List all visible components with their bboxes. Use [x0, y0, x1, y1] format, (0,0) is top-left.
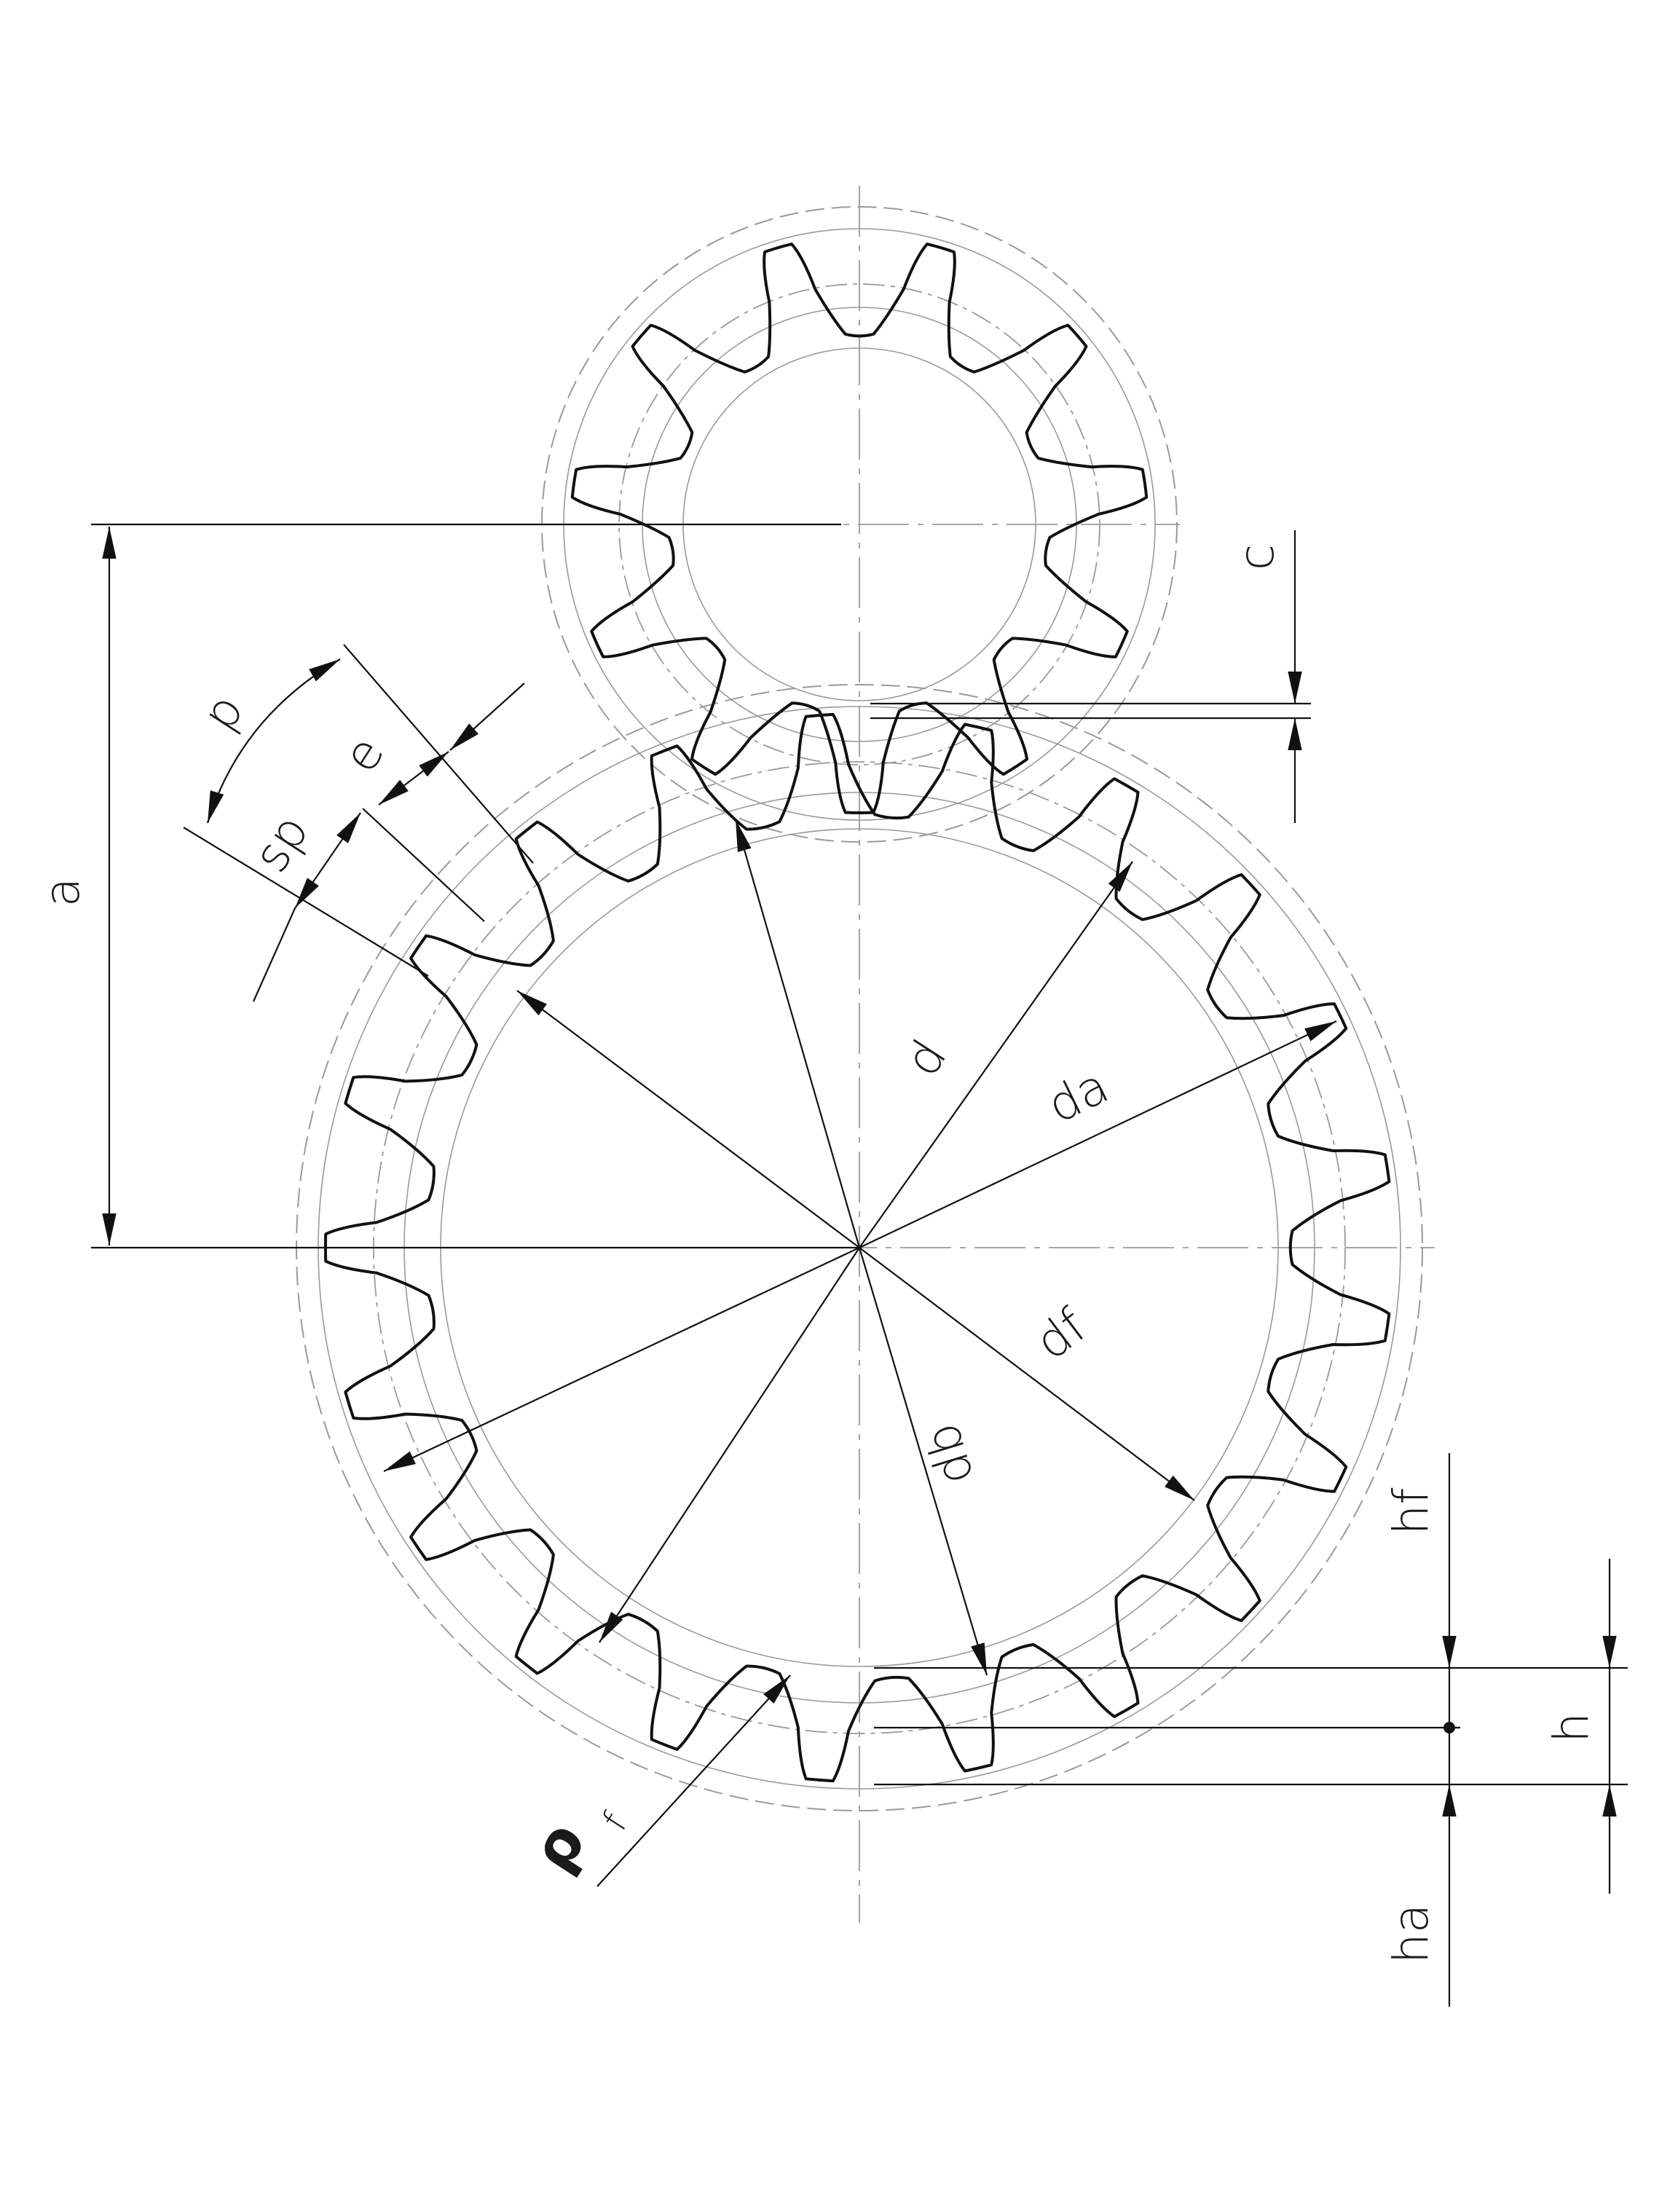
label-ha: ha	[1383, 1904, 1439, 1964]
label-a: a	[34, 878, 90, 907]
dimension-lines	[91, 523, 1628, 2007]
gear-outlines	[323, 243, 1391, 1783]
label-rho-subscript: f	[594, 1806, 635, 1838]
dimension-line-d	[859, 861, 1133, 1248]
dimension-line-sp	[294, 812, 361, 909]
label-e: e	[332, 727, 395, 782]
dimension-line-e-1	[449, 682, 525, 751]
dimension-line-da	[859, 1020, 1337, 1248]
label-h: h	[1543, 1712, 1599, 1743]
label-rho: ρ	[518, 1810, 599, 1884]
small-gear-outline	[570, 243, 1149, 814]
dimension-line-sp-tail	[252, 908, 296, 1002]
label-da: da	[1039, 1058, 1117, 1134]
label-df: df	[1025, 1297, 1097, 1371]
label-c: c	[1229, 544, 1285, 570]
label-p: p	[191, 684, 254, 740]
dimension-line-db-opposite	[599, 1247, 860, 1643]
dimension-line-d-opposite	[516, 990, 860, 1248]
dimension-line-df	[859, 1247, 1195, 1501]
label-hf: hf	[1383, 1487, 1439, 1535]
label-d: d	[894, 1030, 957, 1086]
label-db: db	[913, 1417, 985, 1492]
dimension-line-db	[858, 1247, 988, 1676]
large-gear-outline	[323, 712, 1391, 1783]
dimension-arc-p	[206, 658, 341, 824]
dimension-line-da-opposite	[383, 1247, 860, 1472]
construction-lines	[296, 186, 1435, 1923]
dimension-line-df-opposite	[734, 819, 861, 1248]
pitch-extension-line-3	[362, 808, 485, 922]
dimension-line-rho-f	[596, 1674, 791, 1887]
dimension-line-e-2	[378, 751, 449, 806]
pitch-point-dot	[1443, 1722, 1455, 1733]
